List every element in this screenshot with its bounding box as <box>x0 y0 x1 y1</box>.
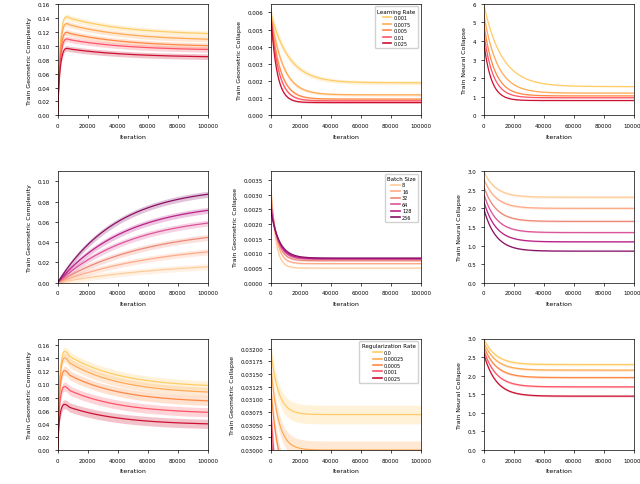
X-axis label: Iteration: Iteration <box>545 135 572 139</box>
Y-axis label: Train Geometric Complexity: Train Geometric Complexity <box>27 183 32 272</box>
Y-axis label: Train Geometric Collapse: Train Geometric Collapse <box>237 21 242 100</box>
X-axis label: Iteration: Iteration <box>545 469 572 473</box>
X-axis label: Iteration: Iteration <box>119 135 146 139</box>
Y-axis label: Train Geometric Collapse: Train Geometric Collapse <box>233 188 238 267</box>
X-axis label: Iteration: Iteration <box>119 469 146 473</box>
Legend: 8, 16, 32, 64, 128, 256: 8, 16, 32, 64, 128, 256 <box>385 174 418 223</box>
Y-axis label: Train Geometric Complexity: Train Geometric Complexity <box>27 350 32 439</box>
Y-axis label: Train Geometric Complexity: Train Geometric Complexity <box>27 16 32 105</box>
Y-axis label: Train Geometric Collapse: Train Geometric Collapse <box>230 355 235 434</box>
Y-axis label: Train Neural Collapse: Train Neural Collapse <box>457 361 461 428</box>
Y-axis label: Train Neural Collapse: Train Neural Collapse <box>462 27 467 94</box>
X-axis label: Iteration: Iteration <box>545 302 572 306</box>
X-axis label: Iteration: Iteration <box>332 469 359 473</box>
X-axis label: Iteration: Iteration <box>119 302 146 306</box>
X-axis label: Iteration: Iteration <box>332 302 359 306</box>
Y-axis label: Train Neural Collapse: Train Neural Collapse <box>457 194 461 261</box>
X-axis label: Iteration: Iteration <box>332 135 359 139</box>
Legend: 0.001, 0.0075, 0.005, 0.01, 0.025: 0.001, 0.0075, 0.005, 0.01, 0.025 <box>375 7 418 49</box>
Legend: 0.0, 0.00025, 0.0005, 0.001, 0.0025: 0.0, 0.00025, 0.0005, 0.001, 0.0025 <box>360 341 418 383</box>
